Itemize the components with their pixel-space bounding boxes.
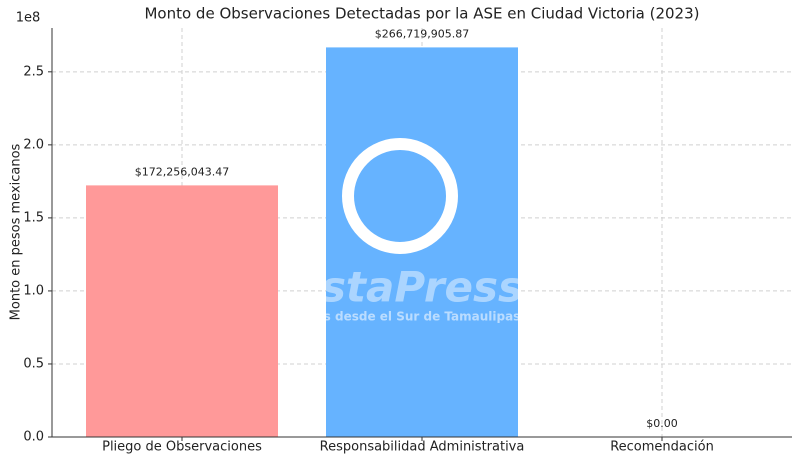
value-label: $0.00 bbox=[646, 417, 678, 430]
value-label: $266,719,905.87 bbox=[375, 27, 469, 40]
y-tick-label: 0.0 bbox=[23, 430, 44, 445]
watermark-text: s desde el Sur de Tamaulipas bbox=[324, 310, 521, 324]
y-tick-label: 1.5 bbox=[23, 210, 44, 225]
x-tick-label: Pliego de Observaciones bbox=[102, 440, 262, 455]
y-axis-label: Monto en pesos mexicanos bbox=[9, 143, 24, 320]
y-offset-label: 1e8 bbox=[16, 11, 41, 26]
x-tick-label: Responsabilidad Administrativa bbox=[320, 440, 525, 455]
watermark-logo bbox=[342, 138, 458, 254]
y-tick-label: 2.0 bbox=[23, 137, 44, 152]
chart-title: Monto de Observaciones Detectadas por la… bbox=[144, 5, 699, 23]
value-label: $172,256,043.47 bbox=[135, 165, 229, 178]
bar bbox=[86, 185, 278, 437]
x-tick-label: Recomendación bbox=[610, 440, 714, 455]
watermark-text: staPress bbox=[321, 263, 523, 312]
y-tick-label: 2.5 bbox=[23, 64, 44, 79]
y-tick-label: 1.0 bbox=[23, 283, 44, 298]
y-tick-label: 0.5 bbox=[23, 356, 44, 371]
